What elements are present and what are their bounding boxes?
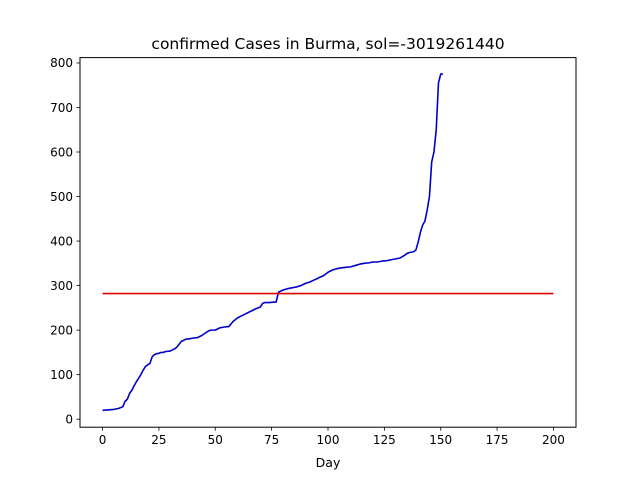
- y-tick-label: 300: [50, 279, 73, 293]
- x-tick-label: 200: [542, 433, 565, 447]
- y-tick-label: 400: [50, 234, 73, 248]
- x-tick-label: 100: [317, 433, 340, 447]
- x-tick-label: 175: [486, 433, 509, 447]
- y-tick-label: 200: [50, 323, 73, 337]
- x-tick-label: 0: [99, 433, 107, 447]
- x-tick-label: 75: [264, 433, 279, 447]
- x-tick-label: 150: [429, 433, 452, 447]
- y-axis: 0 100 200 300 400 500 600 700 800: [50, 56, 80, 426]
- chart-title: confirmed Cases in Burma, sol=-301926144…: [151, 35, 504, 53]
- x-tick-label: 125: [373, 433, 396, 447]
- y-tick-label: 0: [65, 412, 73, 426]
- series-layer: [102, 73, 554, 412]
- y-tick-label: 600: [50, 145, 73, 159]
- y-tick-label: 500: [50, 190, 73, 204]
- x-tick-label: 25: [151, 433, 166, 447]
- y-tick-label: 700: [50, 101, 73, 115]
- series-line-0: [102, 73, 443, 412]
- plot-frame: [79, 57, 577, 428]
- x-tick-label: 50: [208, 433, 223, 447]
- y-tick-label: 100: [50, 368, 73, 382]
- y-tick-label: 800: [50, 56, 73, 70]
- x-axis-label: Day: [316, 455, 341, 470]
- x-axis: 0 25 50 75 100 125 150 175 200: [99, 427, 565, 447]
